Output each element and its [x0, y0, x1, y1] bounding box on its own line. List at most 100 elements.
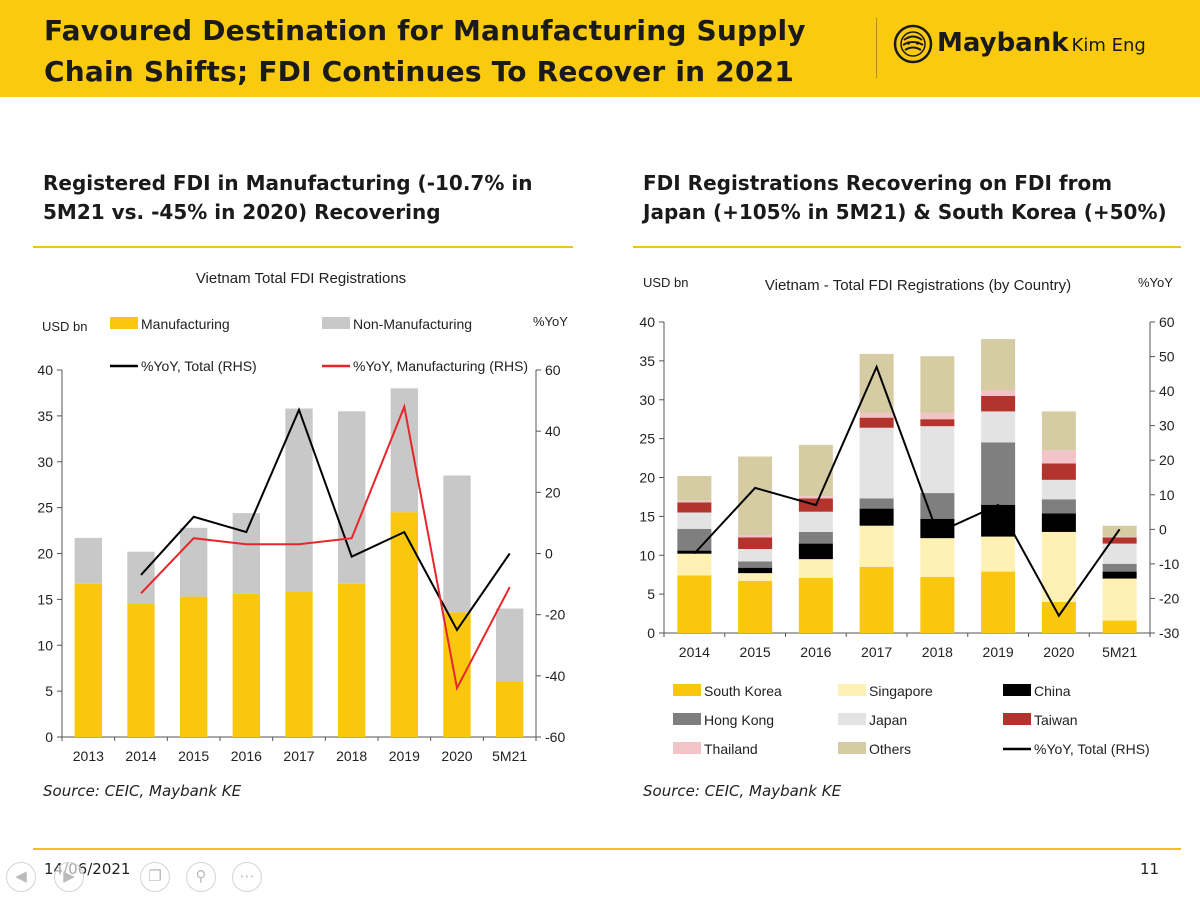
x-tick-label: 2015 — [740, 644, 771, 660]
right-tick-label: 30 — [1159, 418, 1175, 434]
bar-others-5m21 — [1102, 525, 1137, 537]
right-tick-label: 0 — [545, 546, 553, 562]
x-tick-label: 2020 — [1043, 644, 1074, 660]
page-title: Favoured Destination for Manufacturing S… — [44, 10, 844, 92]
bar-manufacturing-5m21 — [495, 681, 524, 737]
legend-swatch-japan — [838, 713, 866, 725]
left-tick-label: 20 — [37, 546, 53, 562]
x-tick-label: 2018 — [336, 748, 367, 764]
bar-japan-2015 — [738, 549, 773, 562]
bar-others-2018 — [920, 356, 955, 413]
legend-label-manufacturing: Manufacturing — [141, 316, 230, 332]
left-heading-rule — [33, 246, 573, 248]
page-number: 11 — [1140, 860, 1160, 878]
bar-singapore-2015 — [738, 573, 773, 581]
legend-label-thailand: Thailand — [704, 741, 758, 757]
slides-view-button[interactable]: ❐ — [140, 862, 170, 892]
chart-title: Vietnam - Total FDI Registrations (by Co… — [765, 277, 1071, 294]
left-tick-label: 10 — [37, 637, 53, 653]
bar-south-korea-2016 — [798, 577, 833, 633]
bar-manufacturing-2013 — [74, 583, 103, 737]
legend-swatch-manufacturing — [110, 317, 138, 329]
x-tick-label: 2017 — [283, 748, 314, 764]
left-heading-line1: Registered FDI in Manufacturing (-10.7% … — [43, 171, 533, 195]
right-axis-unit: %YoY — [533, 314, 568, 329]
x-tick-label: 2015 — [178, 748, 209, 764]
left-tick-label: 35 — [37, 408, 53, 424]
legend-swatch-taiwan — [1003, 713, 1031, 725]
bar-non-manufacturing-2017 — [285, 408, 313, 593]
bar-taiwan-2014 — [677, 502, 712, 513]
right-heading-rule — [633, 246, 1181, 248]
right-tick-label: 40 — [1159, 383, 1175, 399]
left-tick-label: 40 — [37, 362, 53, 378]
bar-manufacturing-2020 — [443, 612, 471, 737]
x-tick-label: 2016 — [231, 748, 262, 764]
right-heading-line2: Japan (+105% in 5M21) & South Korea (+50… — [643, 200, 1167, 224]
right-heading-line1: FDI Registrations Recovering on FDI from — [643, 171, 1113, 195]
next-slide-button[interactable]: ▶ — [54, 862, 84, 892]
bar-hong-kong-2019 — [981, 442, 1016, 505]
line-yoy-manufacturing-rhs — [140, 403, 511, 692]
right-tick-label: 40 — [545, 423, 561, 439]
bar-japan-5m21 — [1102, 543, 1137, 564]
bar-manufacturing-2015 — [179, 596, 208, 737]
right-tick-label: -20 — [545, 607, 565, 623]
x-tick-label: 2018 — [922, 644, 953, 660]
bar-japan-2014 — [677, 512, 712, 529]
bar-thailand-2016 — [798, 496, 833, 499]
bar-others-2017 — [859, 353, 894, 413]
bar-hong-kong-2020 — [1041, 499, 1076, 514]
bar-others-2015 — [738, 456, 773, 536]
more-options-button[interactable]: ⋯ — [232, 862, 262, 892]
bar-taiwan-2017 — [859, 417, 894, 428]
legend-label-south-korea: South Korea — [704, 683, 782, 699]
legend-label-japan: Japan — [869, 712, 907, 728]
bar-china-2020 — [1041, 513, 1076, 532]
bar-china-2016 — [798, 543, 833, 560]
footer-rule — [33, 848, 1181, 850]
header-divider — [876, 18, 877, 78]
legend-swatch-hong-kong — [673, 713, 701, 725]
legend-label-singapore: Singapore — [869, 683, 933, 699]
legend-label-taiwan: Taiwan — [1034, 712, 1078, 728]
bar-hong-kong-2016 — [798, 531, 833, 544]
bar-thailand-5m21 — [1102, 536, 1137, 538]
bar-japan-2017 — [859, 427, 894, 499]
right-tick-label: -40 — [545, 668, 565, 684]
legend-label-hong-kong: Hong Kong — [704, 712, 774, 728]
left-tick-label: 10 — [639, 547, 655, 563]
brand-wordmark: Maybank Kim Eng — [937, 28, 1146, 58]
bar-singapore-2018 — [920, 538, 955, 578]
left-tick-label: 15 — [37, 591, 53, 607]
bar-non-manufacturing-2014 — [127, 551, 155, 604]
left-tick-label: 0 — [45, 729, 53, 745]
left-tick-label: 20 — [639, 470, 655, 486]
brand-subname: Kim Eng — [1071, 35, 1146, 56]
bar-china-2018 — [920, 518, 955, 539]
x-tick-label: 2016 — [800, 644, 831, 660]
legend-swatch-others — [838, 742, 866, 754]
x-tick-label: 2017 — [861, 644, 892, 660]
right-tick-label: 60 — [1159, 314, 1175, 330]
bar-manufacturing-2016 — [232, 593, 261, 737]
bar-thailand-2020 — [1041, 450, 1076, 464]
bar-non-manufacturing-2013 — [74, 537, 103, 584]
bar-thailand-2018 — [920, 412, 955, 420]
line-yoy-total-rhs — [693, 364, 1121, 618]
left-tick-label: 0 — [647, 625, 655, 641]
page-title-line2: Chain Shifts; FDI Continues To Recover i… — [44, 55, 794, 88]
x-tick-label: 5M21 — [492, 748, 527, 764]
x-tick-label: 2019 — [983, 644, 1014, 660]
page-title-line1: Favoured Destination for Manufacturing S… — [44, 14, 806, 47]
left-tick-label: 25 — [639, 431, 655, 447]
bar-hong-kong-5m21 — [1102, 563, 1137, 572]
bar-thailand-2017 — [859, 412, 894, 418]
left-tick-label: 25 — [37, 500, 53, 516]
bar-others-2014 — [677, 475, 712, 501]
zoom-button[interactable]: ⚲ — [186, 862, 216, 892]
legend-swatch-singapore — [838, 684, 866, 696]
left-tick-label: 30 — [639, 392, 655, 408]
previous-slide-button[interactable]: ◀ — [6, 862, 36, 892]
legend-label-yoy-manufacturing-rhs: %YoY, Manufacturing (RHS) — [353, 358, 528, 374]
